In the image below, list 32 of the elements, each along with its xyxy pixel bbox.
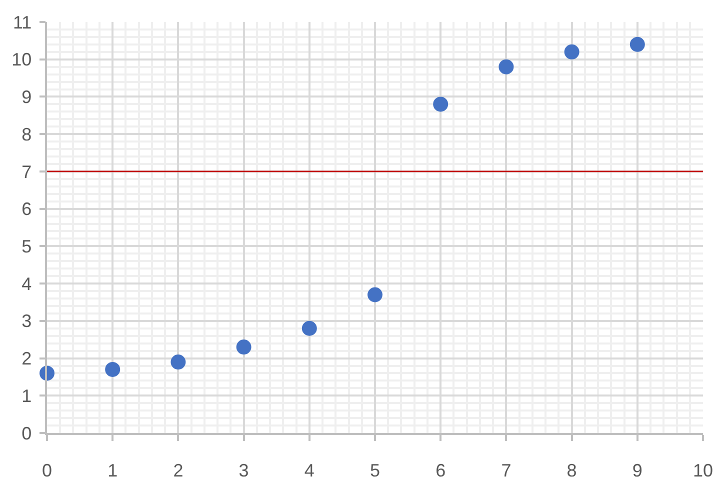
point [433,96,448,112]
y-tick-label: 6 [22,199,32,220]
y-tick-label: 3 [22,311,32,332]
y-tick-label: 5 [22,236,32,256]
point [630,36,645,52]
y-tick-label: 1 [22,386,32,406]
x-tick-label: 1 [108,460,118,480]
x-tick-label: 6 [436,460,446,480]
x-tick-label: 7 [501,460,512,480]
x-tick-label: 9 [632,460,642,480]
point [368,287,382,302]
point [498,59,514,74]
y-tick-label: 7 [22,162,32,182]
y-tick-label: 10 [12,50,32,70]
y-tick-label: 2 [22,348,32,369]
point [302,320,317,336]
y-tick-label: 8 [22,124,32,144]
x-tick-label: 8 [566,460,577,480]
point [105,362,120,377]
x-tick-label: 5 [370,460,380,480]
x-tick-label: 3 [238,460,249,480]
x-tick-label: 2 [173,460,184,480]
y-tick-label: 9 [22,87,32,108]
x-tick-label: 0 [42,460,52,480]
point [236,340,252,355]
y-tick-label: 0 [22,423,32,444]
y-tick-label: 4 [22,274,32,294]
x-tick-label: 4 [304,460,314,480]
point [564,44,580,60]
point [170,354,186,370]
x-tick-label: 10 [692,460,714,480]
y-tick-label: 11 [12,12,32,32]
